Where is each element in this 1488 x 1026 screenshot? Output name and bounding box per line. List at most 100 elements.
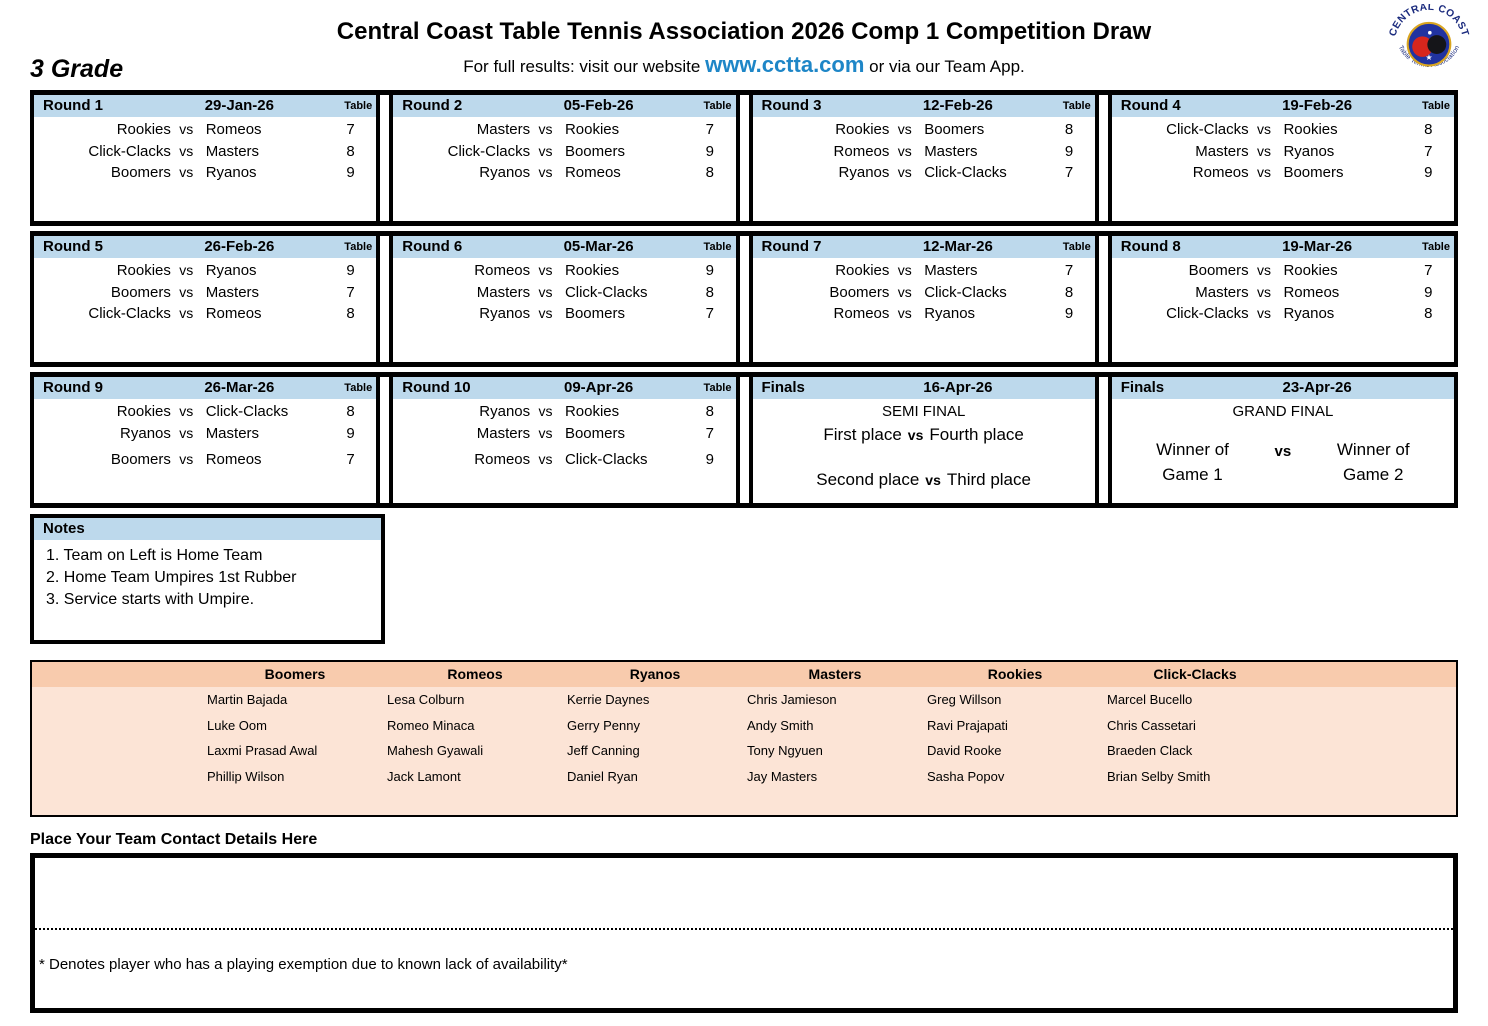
round-6-panel: Round 6 05-Mar-26 Table Romeos vs Rookies 9… bbox=[389, 236, 740, 362]
contact-heading: Place Your Team Contact Details Here bbox=[30, 831, 318, 848]
team-column-header: Boomers bbox=[264, 666, 326, 682]
away-team: Rookies bbox=[1283, 262, 1338, 279]
vs-label: vs bbox=[1257, 305, 1272, 321]
round-4-panel: Round 4 19-Feb-26 Table Click-Clacks vs Ro… bbox=[1107, 95, 1458, 221]
match-row: Masters vs Romeos 9 bbox=[1112, 282, 1454, 304]
round-title: Round 1 bbox=[43, 97, 103, 114]
player-name: Mahesh Gyawali bbox=[387, 743, 484, 758]
vs-label: vs bbox=[897, 142, 912, 159]
away-team: Click-Clacks bbox=[924, 164, 1007, 181]
round-10-panel: Round 10 09-Apr-26 Table Ryanos vs Rookies… bbox=[389, 377, 740, 503]
round-header: Round 9 26-Mar-26 Table bbox=[34, 377, 377, 399]
match-row: Boomers vs Ryanos 9 bbox=[34, 162, 376, 184]
away-team: Fourth place bbox=[929, 425, 1024, 444]
player-name: Marcel Bucello bbox=[1107, 692, 1193, 707]
round-title: Round 4 bbox=[1120, 97, 1181, 114]
player-name: Gerry Penny bbox=[567, 717, 640, 733]
roster-row: Laxmi Prasad Awal Mahesh Gyawali Jeff Ca… bbox=[32, 738, 1456, 764]
round-header: Round 3 12-Feb-26 Table bbox=[752, 95, 1095, 117]
table-number: 9 bbox=[705, 262, 714, 279]
round-title: Round 6 bbox=[402, 238, 463, 255]
notes-title: Notes bbox=[34, 518, 381, 540]
grade-label: 3 Grade bbox=[30, 55, 124, 83]
rounds-row-3: Round 9 26-Mar-26 Table Rookies vs Click-C… bbox=[30, 372, 1458, 508]
rounds-row-2: Round 5 26-Feb-26 Table Rookies vs Ryanos 9… bbox=[30, 231, 1458, 367]
vs-label: vs bbox=[1257, 164, 1272, 180]
away-team: Rookies bbox=[564, 262, 620, 279]
home-team: Boomers bbox=[110, 451, 171, 468]
player-name: Greg Willson bbox=[927, 692, 1002, 707]
table-number: 9 bbox=[705, 451, 714, 468]
player-name: Sasha Popov bbox=[927, 768, 1005, 784]
home-team: Ryanos bbox=[479, 164, 531, 181]
away-team: Rookies bbox=[1283, 121, 1338, 138]
logo-black-paddle bbox=[1427, 35, 1447, 55]
team-column-header: Ryanos bbox=[629, 666, 681, 682]
team-column-header: Masters bbox=[808, 666, 862, 682]
table-column-header: Table bbox=[703, 241, 732, 253]
match-row: Ryanos vs Rookies 8 bbox=[393, 401, 735, 423]
away-team: Masters bbox=[924, 142, 978, 160]
round-title: Round 3 bbox=[761, 97, 822, 114]
match-row: Romeos vs Ryanos 9 bbox=[753, 303, 1095, 325]
match-row: Boomers vs Click-Clacks 8 bbox=[753, 282, 1095, 304]
vs-label: vs bbox=[1257, 262, 1272, 278]
away-team: Winner of Game 2 bbox=[1336, 440, 1410, 484]
away-team: Ryanos bbox=[205, 164, 257, 181]
vs-label: vs bbox=[179, 451, 194, 467]
vs-label: vs bbox=[538, 403, 553, 419]
vs-label: vs bbox=[179, 403, 194, 419]
match-row: Rookies vs Romeos 7 bbox=[34, 119, 376, 141]
away-team: Masters bbox=[924, 262, 978, 279]
home-team: Rookies bbox=[116, 262, 171, 279]
home-team: Romeos bbox=[833, 142, 890, 160]
vs-label: vs bbox=[538, 424, 553, 441]
finals-header: Finals 16-Apr-26 bbox=[752, 377, 1095, 399]
vs-label: vs bbox=[1257, 283, 1272, 300]
table-number: 7 bbox=[705, 121, 714, 138]
rounds-row-1: Round 1 29-Jan-26 Table Rookies vs Romeos 7… bbox=[30, 90, 1458, 226]
table-number: 7 bbox=[1424, 142, 1433, 160]
vs-label: vs bbox=[179, 283, 194, 300]
match-row: Romeos vs Rookies 9 bbox=[393, 260, 735, 282]
table-number: 9 bbox=[346, 424, 355, 442]
away-team: Ryanos bbox=[1283, 142, 1335, 160]
home-team: Second place bbox=[816, 470, 920, 489]
away-team: Romeos bbox=[205, 451, 262, 468]
home-team: Rookies bbox=[835, 262, 890, 279]
round-date: 29-Jan-26 bbox=[204, 97, 274, 114]
match-row: Ryanos vs Masters 9 bbox=[34, 423, 376, 445]
player-name: Kerrie Daynes bbox=[567, 692, 650, 707]
contact-box: * Denotes player who has a playing exemp… bbox=[30, 853, 1458, 1013]
away-team: Boomers bbox=[924, 121, 985, 138]
away-team: Romeos bbox=[1283, 283, 1340, 301]
table-number: 8 bbox=[1064, 121, 1074, 138]
home-team: Masters bbox=[1195, 283, 1249, 301]
away-team: Masters bbox=[205, 283, 260, 301]
away-team: Romeos bbox=[564, 164, 621, 181]
away-team: Romeos bbox=[205, 305, 262, 322]
table-number: 7 bbox=[346, 283, 355, 301]
player-name: Luke Oom bbox=[207, 717, 267, 733]
match-row: Ryanos vs Click-Clacks 7 bbox=[753, 162, 1095, 184]
player-name: Jeff Canning bbox=[567, 743, 640, 758]
vs-label: vs bbox=[179, 164, 194, 180]
home-team: Rookies bbox=[835, 121, 890, 138]
match-row: Rookies vs Click-Clacks 8 bbox=[34, 401, 376, 423]
table-column-header bbox=[1379, 377, 1454, 399]
website-link[interactable]: www.cctta.com bbox=[705, 52, 865, 77]
player-name: Chris Jamieson bbox=[747, 692, 837, 707]
table-number: 9 bbox=[1064, 305, 1074, 322]
home-team: Masters bbox=[476, 283, 531, 301]
home-team: First place bbox=[823, 425, 902, 444]
match-row: Masters vs Click-Clacks 8 bbox=[393, 282, 735, 304]
round-header: Round 6 05-Mar-26 Table bbox=[393, 236, 736, 258]
match-row: Masters vs Ryanos 7 bbox=[1112, 141, 1454, 163]
table-number: 7 bbox=[346, 121, 355, 138]
home-team: Romeos bbox=[1192, 164, 1249, 181]
vs-label: vs bbox=[538, 142, 553, 159]
away-team: Click-Clacks bbox=[564, 283, 648, 301]
match-row: Click-Clacks vs Boomers 9 bbox=[393, 141, 735, 163]
finals-heading: SEMI FINAL bbox=[881, 403, 966, 420]
table-column-header: Table bbox=[344, 241, 373, 253]
